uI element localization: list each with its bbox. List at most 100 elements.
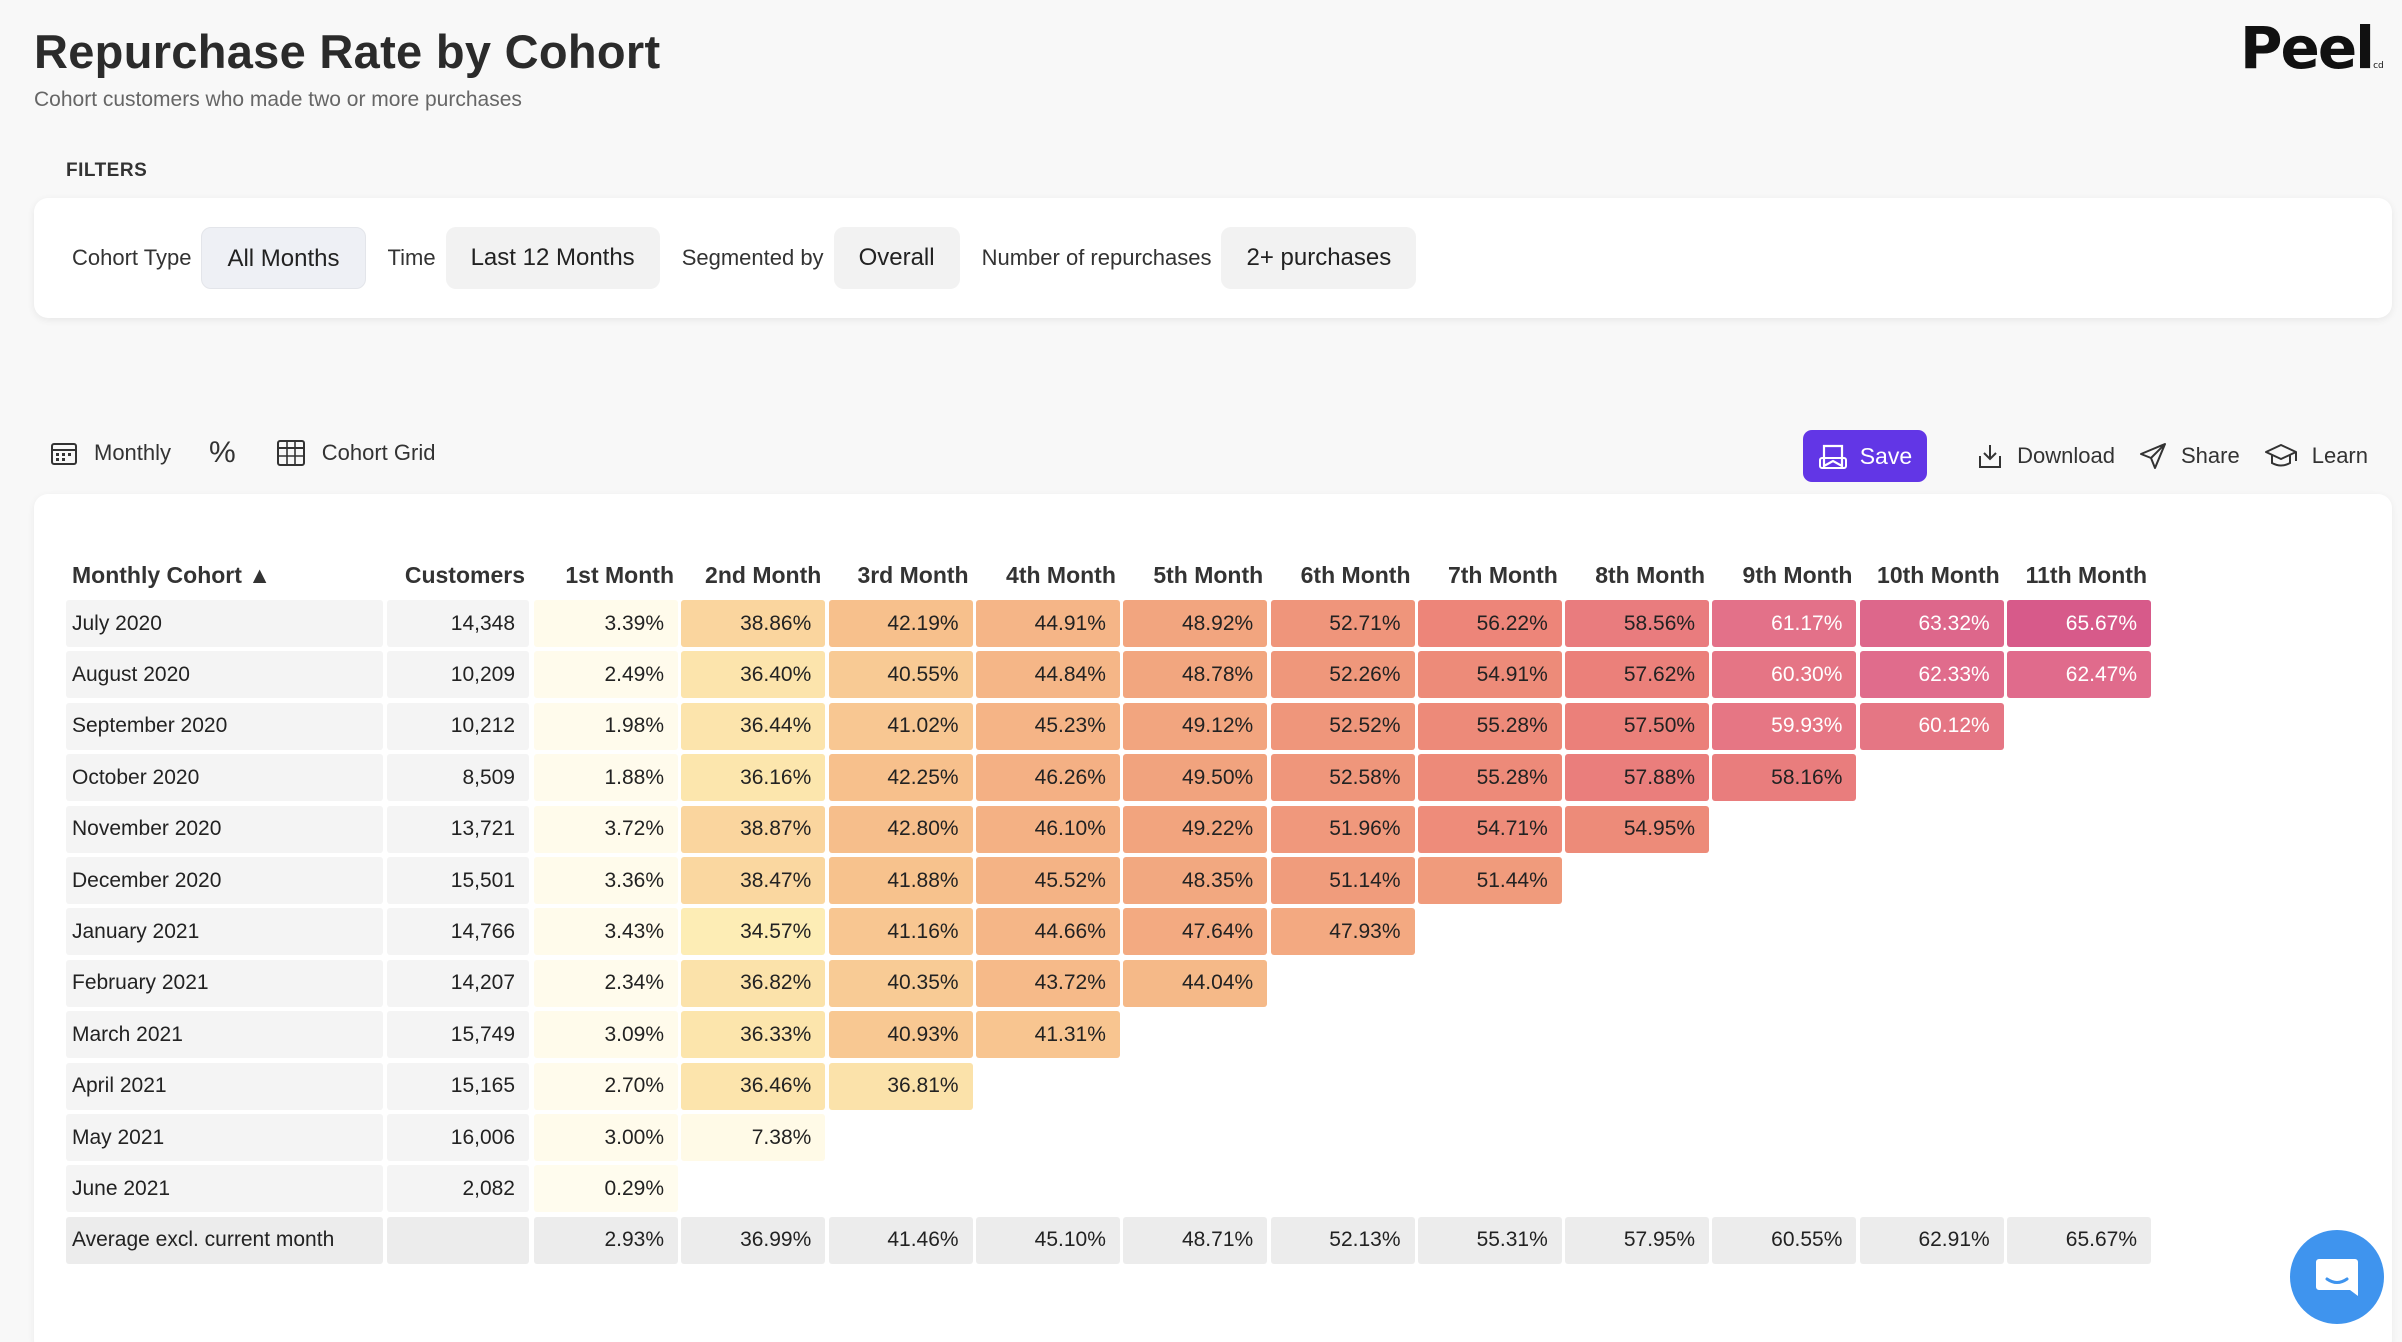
repurchase-rate-cell[interactable]: 3.09%: [534, 1011, 678, 1059]
cohort-grid-toggle[interactable]: Cohort Grid: [276, 439, 435, 467]
column-header[interactable]: 10th Month: [1877, 561, 2000, 588]
chat-button[interactable]: [2290, 1230, 2384, 1324]
repurchase-rate-cell[interactable]: 54.71%: [1417, 805, 1562, 853]
repurchase-rate-cell[interactable]: 38.86%: [681, 600, 826, 647]
repurchase-rate-cell[interactable]: 41.31%: [975, 1011, 1120, 1059]
repurchase-rate-cell[interactable]: 3.36%: [534, 857, 678, 904]
column-header[interactable]: 5th Month: [1153, 561, 1264, 588]
repurchase-rate-cell[interactable]: 2.49%: [534, 651, 678, 699]
repurchase-rate-cell[interactable]: 60.12%: [1859, 702, 2004, 750]
filter-repurchases-select[interactable]: 2+ purchases: [1221, 227, 1417, 289]
repurchase-rate-cell[interactable]: 2.34%: [534, 959, 678, 1007]
repurchase-rate-cell[interactable]: 44.84%: [975, 651, 1120, 699]
repurchase-rate-cell[interactable]: 57.62%: [1565, 651, 1710, 699]
repurchase-rate-cell[interactable]: 36.16%: [681, 754, 826, 802]
repurchase-rate-cell[interactable]: 1.88%: [534, 754, 678, 802]
repurchase-rate-cell[interactable]: 65.67%: [2007, 600, 2151, 647]
repurchase-rate-cell[interactable]: 46.10%: [975, 805, 1120, 853]
column-header[interactable]: 8th Month: [1595, 561, 1706, 588]
repurchase-rate-cell[interactable]: 36.46%: [681, 1062, 826, 1110]
filter-time-select[interactable]: Last 12 Months: [445, 227, 660, 289]
repurchase-rate-cell[interactable]: 56.22%: [1417, 600, 1562, 647]
repurchase-rate-cell[interactable]: 3.39%: [534, 600, 678, 647]
repurchase-rate-cell[interactable]: 48.92%: [1123, 600, 1268, 647]
repurchase-rate-cell[interactable]: 1.98%: [534, 702, 678, 750]
repurchase-rate-cell[interactable]: 41.88%: [828, 857, 973, 904]
filter-segment-select[interactable]: Overall: [833, 227, 960, 289]
column-header[interactable]: 7th Month: [1447, 561, 1558, 588]
average-value-cell[interactable]: 65.67%: [2007, 1216, 2151, 1264]
column-header[interactable]: Customers: [404, 561, 525, 588]
repurchase-rate-cell[interactable]: 36.81%: [828, 1062, 973, 1110]
column-header[interactable]: 2nd Month: [705, 561, 822, 588]
repurchase-rate-cell[interactable]: 55.28%: [1417, 702, 1562, 750]
repurchase-rate-cell[interactable]: 46.26%: [975, 754, 1120, 802]
repurchase-rate-cell[interactable]: 54.91%: [1417, 651, 1562, 699]
repurchase-rate-cell[interactable]: 3.43%: [534, 908, 678, 956]
save-button[interactable]: Save: [1802, 430, 1928, 482]
repurchase-rate-cell[interactable]: 7.38%: [681, 1114, 826, 1161]
average-value-cell[interactable]: 48.71%: [1123, 1216, 1268, 1264]
column-header[interactable]: 9th Month: [1742, 561, 1853, 588]
repurchase-rate-cell[interactable]: 45.23%: [975, 702, 1120, 750]
period-toggle[interactable]: Monthly: [50, 440, 171, 466]
column-header[interactable]: Monthly Cohort ▲: [72, 561, 272, 588]
repurchase-rate-cell[interactable]: 44.91%: [975, 600, 1120, 647]
column-header[interactable]: 6th Month: [1300, 561, 1411, 588]
learn-button[interactable]: Learn: [2264, 442, 2368, 470]
repurchase-rate-cell[interactable]: 52.71%: [1270, 600, 1415, 647]
repurchase-rate-cell[interactable]: 42.19%: [828, 600, 973, 647]
repurchase-rate-cell[interactable]: 61.17%: [1712, 600, 1857, 647]
repurchase-rate-cell[interactable]: 40.93%: [828, 1011, 973, 1059]
average-value-cell[interactable]: 2.93%: [534, 1216, 678, 1264]
repurchase-rate-cell[interactable]: 54.95%: [1565, 805, 1710, 853]
repurchase-rate-cell[interactable]: 52.52%: [1270, 702, 1415, 750]
average-value-cell[interactable]: 52.13%: [1270, 1216, 1415, 1264]
average-value-cell[interactable]: 41.46%: [828, 1216, 973, 1264]
repurchase-rate-cell[interactable]: 57.88%: [1565, 754, 1710, 802]
repurchase-rate-cell[interactable]: 36.33%: [681, 1011, 826, 1059]
repurchase-rate-cell[interactable]: 48.35%: [1123, 857, 1268, 904]
repurchase-rate-cell[interactable]: 38.87%: [681, 805, 826, 853]
column-header[interactable]: 1st Month: [565, 561, 674, 588]
repurchase-rate-cell[interactable]: 49.50%: [1123, 754, 1268, 802]
repurchase-rate-cell[interactable]: 55.28%: [1417, 754, 1562, 802]
download-button[interactable]: Download: [1977, 442, 2115, 470]
repurchase-rate-cell[interactable]: 62.33%: [1859, 651, 2004, 699]
repurchase-rate-cell[interactable]: 47.64%: [1123, 908, 1268, 956]
repurchase-rate-cell[interactable]: 59.93%: [1712, 702, 1857, 750]
repurchase-rate-cell[interactable]: 52.26%: [1270, 651, 1415, 699]
column-header[interactable]: 11th Month: [2025, 561, 2147, 588]
repurchase-rate-cell[interactable]: 48.78%: [1123, 651, 1268, 699]
repurchase-rate-cell[interactable]: 60.30%: [1712, 651, 1857, 699]
percent-toggle[interactable]: %: [209, 436, 236, 469]
repurchase-rate-cell[interactable]: 44.04%: [1123, 959, 1268, 1007]
repurchase-rate-cell[interactable]: 49.22%: [1123, 805, 1268, 853]
repurchase-rate-cell[interactable]: 38.47%: [681, 857, 826, 904]
repurchase-rate-cell[interactable]: 2.70%: [534, 1062, 678, 1110]
repurchase-rate-cell[interactable]: 34.57%: [681, 908, 826, 956]
average-value-cell[interactable]: 60.55%: [1712, 1216, 1857, 1264]
column-header[interactable]: 3rd Month: [857, 561, 969, 588]
average-value-cell[interactable]: 36.99%: [681, 1216, 826, 1264]
repurchase-rate-cell[interactable]: 63.32%: [1859, 600, 2004, 647]
repurchase-rate-cell[interactable]: 62.47%: [2007, 651, 2151, 699]
repurchase-rate-cell[interactable]: 42.80%: [828, 805, 973, 853]
filter-cohort-type-select[interactable]: All Months: [201, 227, 366, 289]
repurchase-rate-cell[interactable]: 49.12%: [1123, 702, 1268, 750]
repurchase-rate-cell[interactable]: 57.50%: [1565, 702, 1710, 750]
repurchase-rate-cell[interactable]: 52.58%: [1270, 754, 1415, 802]
average-value-cell[interactable]: 55.31%: [1417, 1216, 1562, 1264]
share-button[interactable]: Share: [2139, 442, 2240, 470]
repurchase-rate-cell[interactable]: 47.93%: [1270, 908, 1415, 956]
repurchase-rate-cell[interactable]: 51.96%: [1270, 805, 1415, 853]
repurchase-rate-cell[interactable]: 51.14%: [1270, 857, 1415, 904]
repurchase-rate-cell[interactable]: 41.16%: [828, 908, 973, 956]
repurchase-rate-cell[interactable]: 44.66%: [975, 908, 1120, 956]
repurchase-rate-cell[interactable]: 43.72%: [975, 959, 1120, 1007]
repurchase-rate-cell[interactable]: 0.29%: [534, 1165, 678, 1213]
repurchase-rate-cell[interactable]: 51.44%: [1417, 857, 1562, 904]
repurchase-rate-cell[interactable]: 40.35%: [828, 959, 973, 1007]
repurchase-rate-cell[interactable]: 3.00%: [534, 1114, 678, 1161]
repurchase-rate-cell[interactable]: 3.72%: [534, 805, 678, 853]
